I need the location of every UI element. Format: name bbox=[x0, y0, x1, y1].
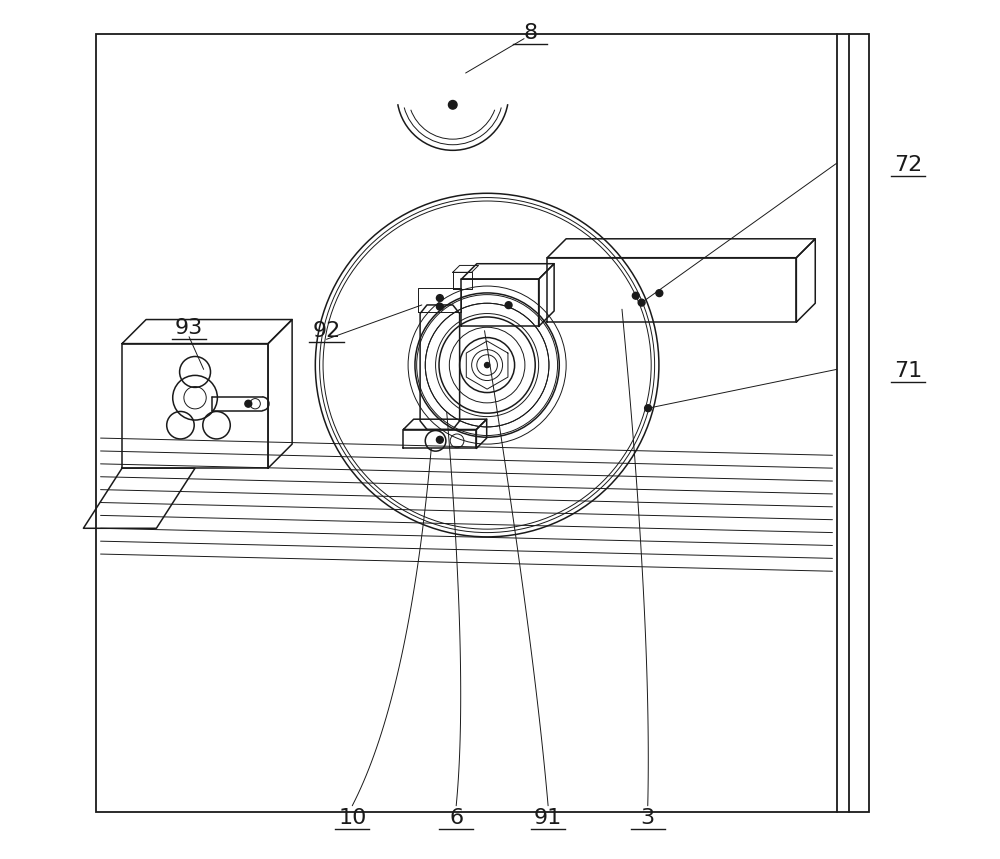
Circle shape bbox=[448, 101, 457, 109]
Circle shape bbox=[656, 289, 663, 296]
Circle shape bbox=[436, 295, 443, 302]
Circle shape bbox=[638, 299, 645, 306]
Text: 71: 71 bbox=[894, 361, 922, 381]
Text: 10: 10 bbox=[338, 807, 366, 828]
Circle shape bbox=[505, 302, 512, 308]
Circle shape bbox=[436, 303, 443, 310]
Text: 72: 72 bbox=[894, 155, 922, 175]
Text: 6: 6 bbox=[449, 807, 463, 828]
Text: 3: 3 bbox=[641, 807, 655, 828]
Circle shape bbox=[245, 400, 252, 407]
Text: 91: 91 bbox=[534, 807, 562, 828]
Circle shape bbox=[436, 436, 443, 443]
Circle shape bbox=[645, 405, 652, 411]
Circle shape bbox=[485, 362, 490, 368]
Circle shape bbox=[632, 292, 639, 299]
Text: 93: 93 bbox=[175, 318, 203, 338]
Text: 92: 92 bbox=[312, 320, 341, 341]
Text: 8: 8 bbox=[523, 22, 537, 43]
